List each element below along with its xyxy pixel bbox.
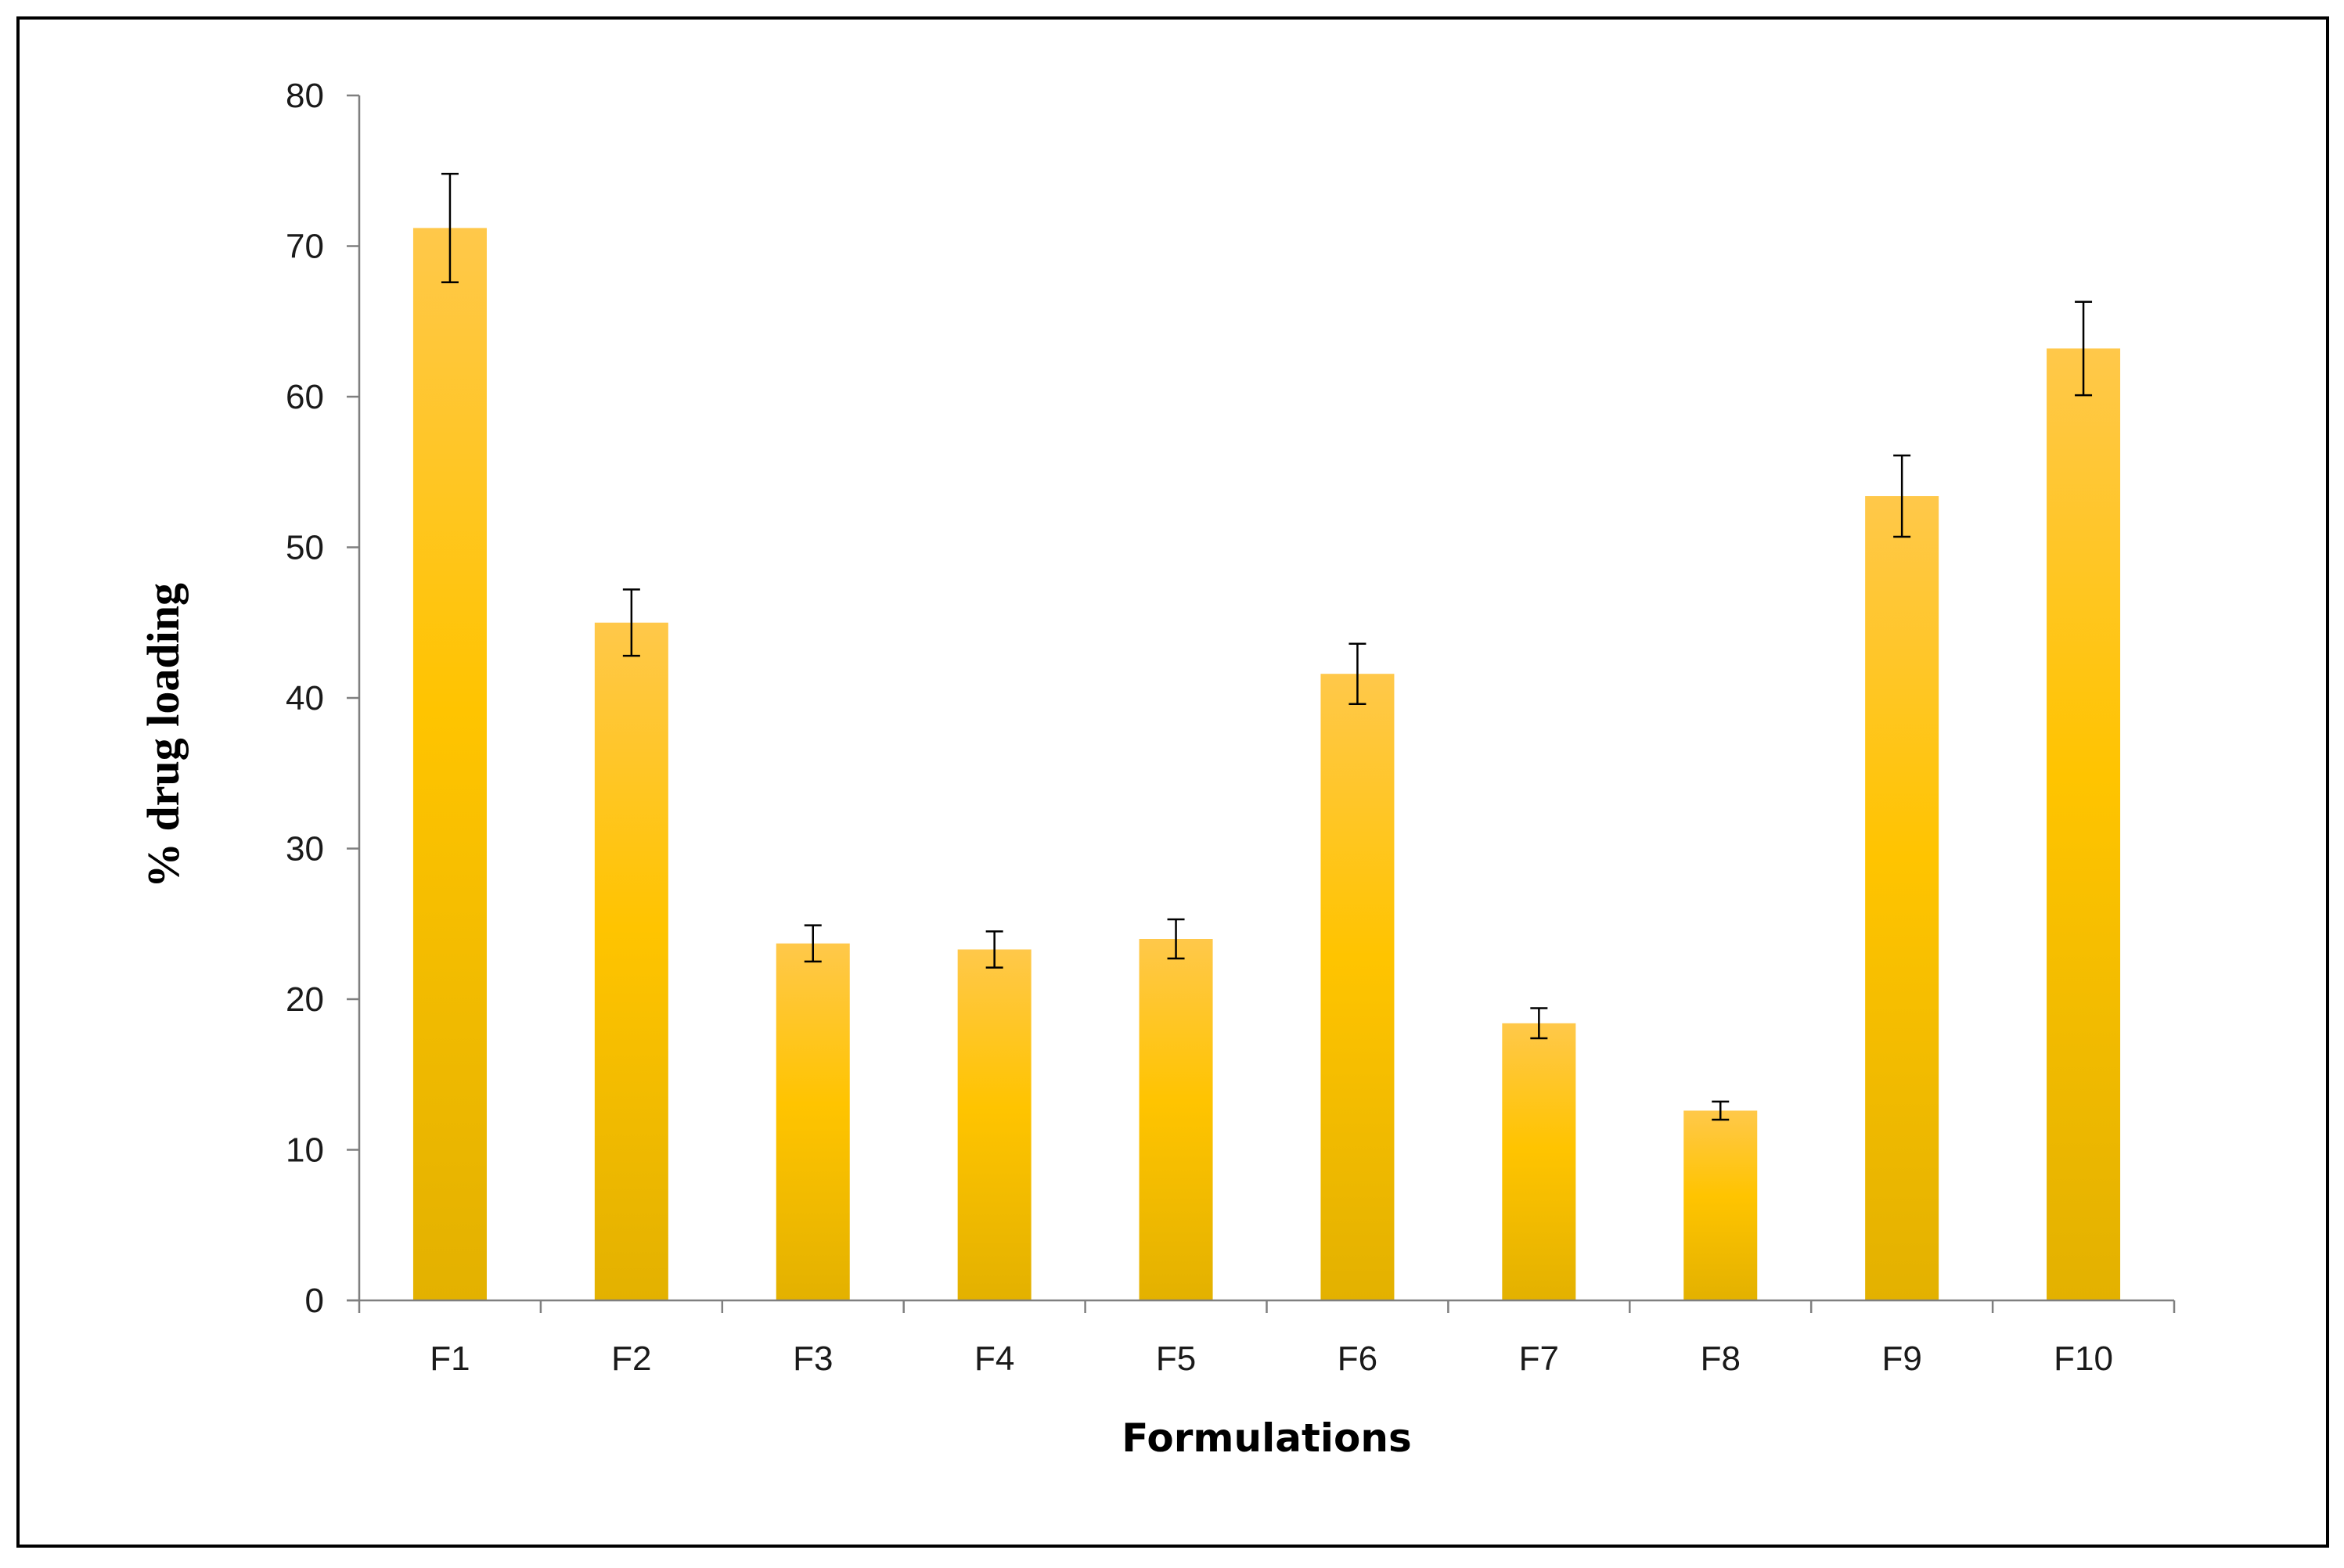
y-tick-label: 20: [286, 980, 324, 1019]
y-tick-label: 50: [286, 529, 324, 567]
y-tick-label: 0: [305, 1282, 324, 1320]
y-tick-label: 70: [286, 228, 324, 266]
bar-f5: [1139, 939, 1213, 1300]
bar-f6: [1320, 674, 1395, 1300]
x-tick-label: F4: [974, 1340, 1014, 1378]
x-tick-label: F7: [1519, 1340, 1559, 1378]
x-tick-labels: F1 F2 F3 F4 F5 F6 F7 F8 F9 F10: [430, 1340, 2113, 1378]
x-tick-label: F2: [611, 1340, 651, 1378]
y-tick-label: 30: [286, 830, 324, 869]
x-tick-label: F5: [1156, 1340, 1196, 1378]
x-axis-title: Formulations: [1122, 1415, 1411, 1461]
bar-f9: [1865, 496, 1939, 1300]
bar-f3: [776, 943, 850, 1300]
y-tick-label: 80: [286, 77, 324, 115]
x-tick-label: F9: [1881, 1340, 1921, 1378]
bar-f8: [1683, 1110, 1758, 1300]
bar-f10: [2047, 348, 2121, 1300]
error-bar-f5: [1167, 918, 1185, 960]
error-bar-f7: [1530, 1007, 1548, 1040]
x-tick-label: F10: [2054, 1340, 2113, 1378]
bar-f4: [957, 949, 1032, 1300]
error-bars-group: [441, 172, 2093, 1121]
y-tick-label: 60: [286, 378, 324, 416]
error-bar-f3: [804, 924, 822, 963]
x-tick-label: F1: [430, 1340, 470, 1378]
x-tick-label: F8: [1701, 1340, 1741, 1378]
error-bar-f9: [1893, 454, 1911, 538]
error-bar-f4: [985, 930, 1003, 969]
y-tick-label: 10: [286, 1131, 324, 1170]
bar-f2: [594, 622, 668, 1300]
y-tick-label: 40: [286, 679, 324, 717]
error-bar-f2: [622, 588, 640, 657]
y-axis-title: % drug loading: [138, 583, 189, 888]
axes-group: [347, 94, 2176, 1313]
bar-f1: [412, 228, 487, 1300]
error-bar-f8: [1712, 1100, 1730, 1121]
x-tick-label: F6: [1338, 1340, 1377, 1378]
y-tick-labels: 0 10 20 30 40 50 60 70 80: [286, 77, 324, 1320]
error-bar-f1: [441, 172, 459, 283]
error-bar-f6: [1348, 642, 1366, 705]
bars-group: [412, 228, 2121, 1300]
error-bar-f10: [2075, 300, 2093, 397]
x-tick-label: F3: [793, 1340, 833, 1378]
bar-f7: [1502, 1023, 1576, 1300]
